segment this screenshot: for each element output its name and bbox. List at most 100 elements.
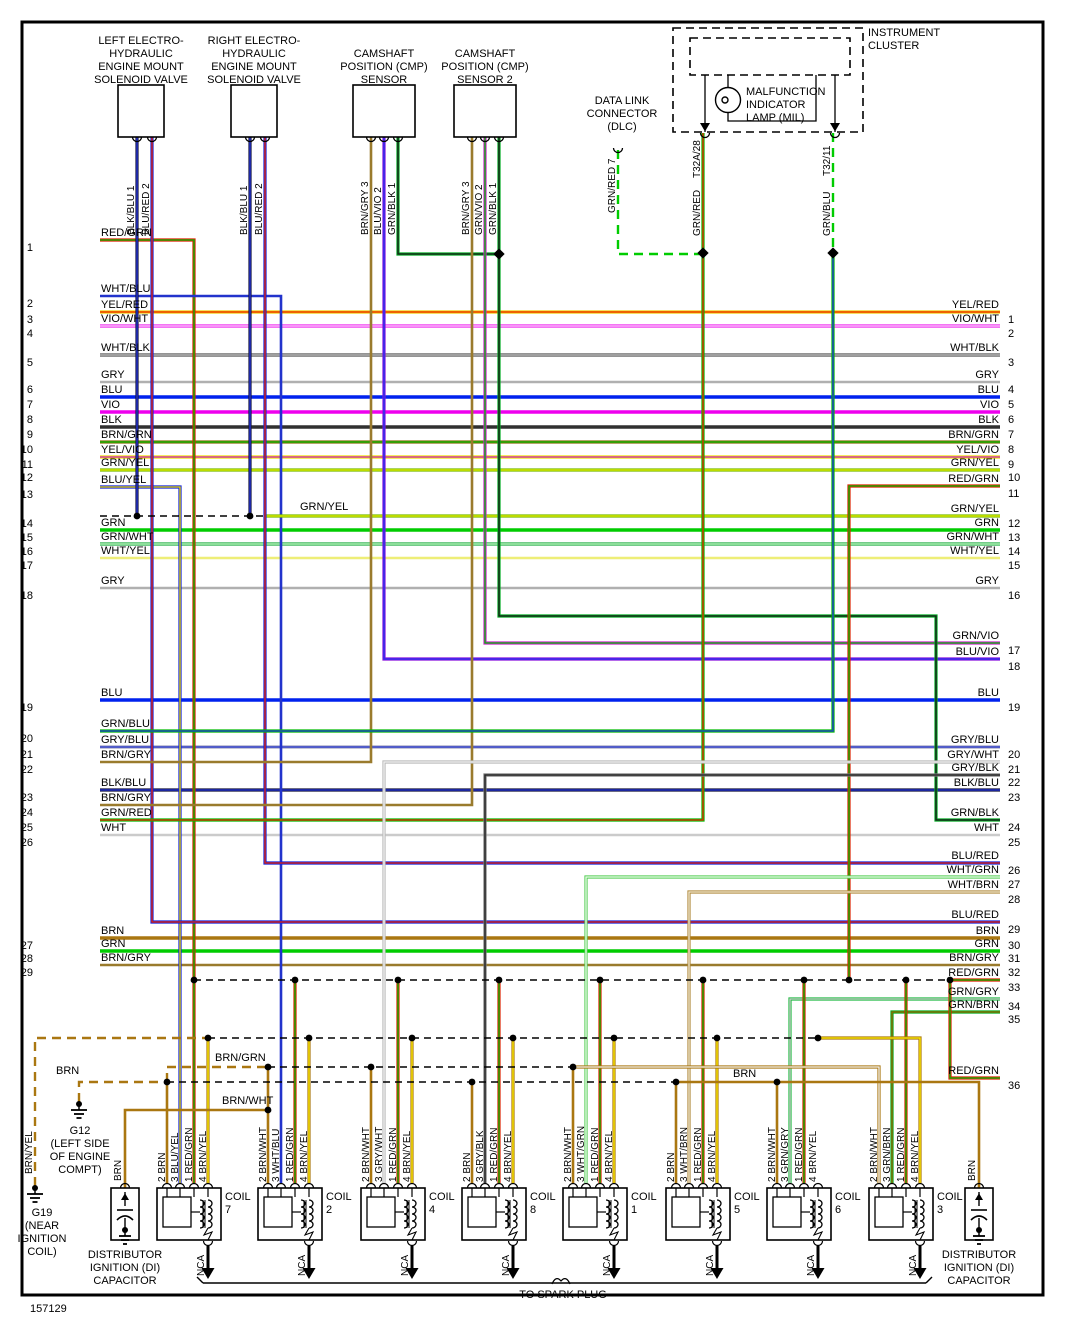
right-row-label: GRN	[975, 517, 1000, 529]
pin-connector-arc	[973, 1182, 985, 1189]
g12-title: COMPT)	[58, 1164, 101, 1176]
rotated-wire-label: BRN	[113, 1160, 124, 1181]
right-row-label: VIO/WHT	[952, 313, 999, 325]
g12-title: G12	[70, 1125, 91, 1137]
coil-5-pin-2-label: 2 BRN	[666, 1153, 677, 1182]
left-valve-title: SOLENOID VALVE	[94, 74, 188, 86]
wire-core-brn-wht	[573, 1066, 880, 1183]
left-row-label: GRY	[101, 575, 125, 587]
wire-line	[925, 1276, 933, 1284]
right-row-label: GRY/WHT	[947, 749, 999, 761]
left-row-number: 17	[21, 560, 33, 572]
pin-connector-arc	[378, 136, 390, 143]
rotated-wire-label: BLU/VIO 2	[373, 187, 384, 235]
rotated-wire-label: GRN/RED 7	[607, 158, 618, 213]
nca-arrow-head	[506, 1268, 520, 1280]
left-row-number: 10	[21, 444, 33, 456]
right-row-number: 19	[1008, 702, 1020, 714]
pin-connector-arc	[466, 136, 478, 143]
right-row-label: BRN	[976, 925, 999, 937]
right-row-number: 14	[1008, 546, 1020, 558]
left-row-number: 23	[21, 792, 33, 804]
nca-arrow-head	[710, 1268, 724, 1280]
right-row-number: 24	[1008, 822, 1020, 834]
right-row-number: 8	[1008, 444, 1014, 456]
coil-pin-arc	[493, 1182, 505, 1189]
inline-wire-label: BRN/WHT	[222, 1095, 274, 1107]
coil-pin-arc	[507, 1182, 519, 1189]
coil-winding	[411, 1199, 417, 1229]
coil-pin-arc	[711, 1182, 723, 1189]
coil-5-label: COIL	[734, 1191, 760, 1203]
right-row-label: BLU/RED	[951, 909, 999, 921]
coil-6-label: COIL	[835, 1191, 861, 1203]
mil-lamp-icon	[721, 96, 729, 104]
coil-6-pin-4-label: 4 BRN/YEL	[808, 1130, 819, 1182]
junction-dot	[163, 1078, 171, 1086]
pin-connector-arc	[479, 136, 491, 143]
right-row-number: 9	[1008, 459, 1014, 471]
right-row-number: 22	[1008, 777, 1020, 789]
coil-winding	[716, 1199, 722, 1229]
rotated-wire-label: BLU/RED 2	[254, 183, 265, 235]
coil-5-number: 5	[734, 1204, 740, 1216]
coil-pin-arc	[406, 1182, 418, 1189]
arrow-icon	[700, 123, 710, 132]
junction-dot	[495, 976, 503, 984]
wire-core-grn-brn	[891, 1011, 1000, 1183]
right-row-label: GRN/BRN	[948, 999, 999, 1011]
left-row-label: WHT/BLU	[101, 283, 151, 295]
junction-dot	[305, 1034, 313, 1042]
wire-brn	[33, 1036, 208, 1186]
mil-lamp-icon	[714, 86, 742, 114]
inline-wire-label: 157129	[30, 1303, 67, 1315]
coil-spark-gap	[303, 1227, 315, 1241]
left-row-number: 14	[21, 518, 33, 530]
g12-title: (LEFT SIDE	[50, 1138, 109, 1150]
left-row-label: BLK/BLU	[101, 777, 146, 789]
left-row-number: 8	[27, 414, 33, 426]
right-row-label: BLU	[978, 687, 999, 699]
right-row-number: 10	[1008, 472, 1020, 484]
pin-connector-arc	[612, 147, 624, 154]
left-row-label: BRN/GRY	[101, 792, 152, 804]
right-row-label: BLU/RED	[951, 850, 999, 862]
right-row-number: 31	[1008, 953, 1020, 965]
wire-core-blu-red	[151, 137, 1000, 923]
right-row-number: 6	[1008, 414, 1014, 426]
rotated-wire-label: T32/11	[822, 145, 833, 176]
wire-core-wht-grn	[585, 876, 1000, 1183]
left-row-number: 27	[21, 940, 33, 952]
right-row-number: 25	[1008, 837, 1020, 849]
g19-title: COIL)	[27, 1246, 56, 1258]
pin-connector-arc	[119, 1182, 131, 1189]
left-row-number: 4	[27, 328, 33, 340]
coil-pin-arc	[262, 1182, 274, 1189]
left-row-label: BRN	[101, 925, 124, 937]
rotated-wire-label: GRN/BLK 1	[488, 182, 499, 235]
coil-spark-gap	[406, 1227, 418, 1241]
left-valve-title: HYDRAULIC	[109, 48, 173, 60]
left-row-label: GRN	[101, 517, 126, 529]
cmp-sensor-box	[352, 84, 416, 138]
right-row-label: WHT	[974, 822, 999, 834]
coil-spark-gap	[507, 1227, 519, 1241]
coil-4-pin-1-label: 1 RED/GRN	[388, 1128, 399, 1182]
junction-dot	[291, 976, 299, 984]
right-row-number: 11	[1008, 488, 1019, 500]
instrument-cluster-box	[672, 27, 864, 133]
coil-6-number: 6	[835, 1204, 841, 1216]
coil-7-pin-2-label: 2 BRN	[157, 1153, 168, 1182]
coil-1-label: COIL	[631, 1191, 657, 1203]
junction-dot	[902, 976, 910, 984]
left-row-number: 3	[27, 314, 33, 326]
pin-connector-arc	[392, 136, 404, 143]
cmp-sensor-title: SENSOR	[361, 74, 408, 86]
rotated-wire-label: GRN/RED	[692, 190, 703, 236]
coil-2-pin-3-label: 3 WHT/BLU	[271, 1129, 282, 1182]
wire-core-wht-brn	[688, 891, 1000, 1183]
cmp-sensor-title: CAMSHAFT	[354, 48, 415, 60]
coil-5-pin-1-label: 1 RED/GRN	[693, 1128, 704, 1182]
left-row-label: VIO/WHT	[101, 313, 148, 325]
wire-core-blu-yel	[100, 486, 181, 1183]
